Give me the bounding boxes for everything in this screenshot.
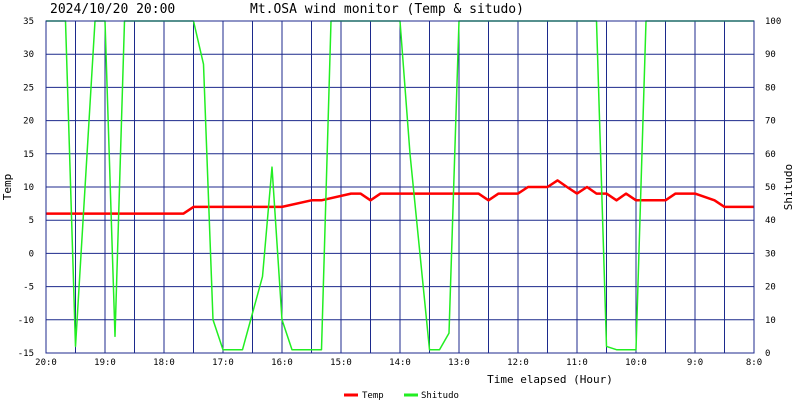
axes: 35302520151050-5-10-15100908070605040302… bbox=[18, 17, 782, 368]
x-tick-label: 15:0 bbox=[330, 358, 352, 368]
y-tick-label-left: -5 bbox=[23, 283, 34, 293]
y-tick-label-right: 50 bbox=[765, 183, 776, 193]
y-tick-label-left: -10 bbox=[18, 316, 34, 326]
y-tick-label-right: 30 bbox=[765, 249, 776, 259]
y-tick-label-right: 40 bbox=[765, 216, 776, 226]
plot-frame bbox=[45, 20, 755, 354]
y-tick-label-left: 20 bbox=[23, 117, 34, 127]
y-tick-label-right: 60 bbox=[765, 150, 776, 160]
x-tick-label: 9:0 bbox=[687, 358, 703, 368]
x-tick-label: 18:0 bbox=[153, 358, 175, 368]
x-tick-label: 11:0 bbox=[566, 358, 588, 368]
y-tick-label-left: 10 bbox=[23, 183, 34, 193]
y-tick-label-right: 70 bbox=[765, 117, 776, 127]
chart-title: Mt.OSA wind monitor (Temp & situdo) bbox=[250, 2, 524, 17]
x-axis-label: Time elapsed (Hour) bbox=[487, 373, 613, 386]
chart-timestamp: 2024/10/20 20:00 bbox=[50, 2, 175, 17]
legend-label-shitudo: Shitudo bbox=[421, 391, 459, 400]
x-tick-label: 16:0 bbox=[271, 358, 293, 368]
series-line-temp bbox=[46, 179, 754, 215]
y-tick-label-left: 30 bbox=[23, 50, 34, 60]
y-tick-label-left: 5 bbox=[29, 216, 34, 226]
x-tick-label: 19:0 bbox=[94, 358, 116, 368]
y-tick-label-left: -15 bbox=[18, 349, 34, 359]
x-tick-label: 8:0 bbox=[746, 358, 762, 368]
x-tick-label: 14:0 bbox=[389, 358, 411, 368]
x-tick-label: 13:0 bbox=[448, 358, 470, 368]
y-tick-label-right: 90 bbox=[765, 50, 776, 60]
y-axis-right-label: Shitudo bbox=[782, 164, 795, 210]
y-tick-label-right: 10 bbox=[765, 316, 776, 326]
x-tick-label: 20:0 bbox=[35, 358, 57, 368]
x-tick-label: 10:0 bbox=[625, 358, 647, 368]
y-tick-label-right: 100 bbox=[765, 17, 781, 27]
x-tick-label: 12:0 bbox=[507, 358, 529, 368]
y-tick-label-left: 35 bbox=[23, 17, 34, 27]
legend: Temp Shitudo bbox=[344, 391, 459, 401]
y-tick-label-left: 15 bbox=[23, 150, 34, 160]
y-tick-label-left: 25 bbox=[23, 83, 34, 93]
y-tick-label-left: 0 bbox=[29, 249, 34, 259]
y-tick-label-right: 20 bbox=[765, 283, 776, 293]
legend-label-temp: Temp bbox=[362, 391, 384, 400]
y-axis-left-label: Temp bbox=[1, 174, 14, 201]
x-tick-label: 17:0 bbox=[212, 358, 234, 368]
y-tick-label-right: 0 bbox=[765, 349, 770, 359]
y-tick-label-right: 80 bbox=[765, 83, 776, 93]
